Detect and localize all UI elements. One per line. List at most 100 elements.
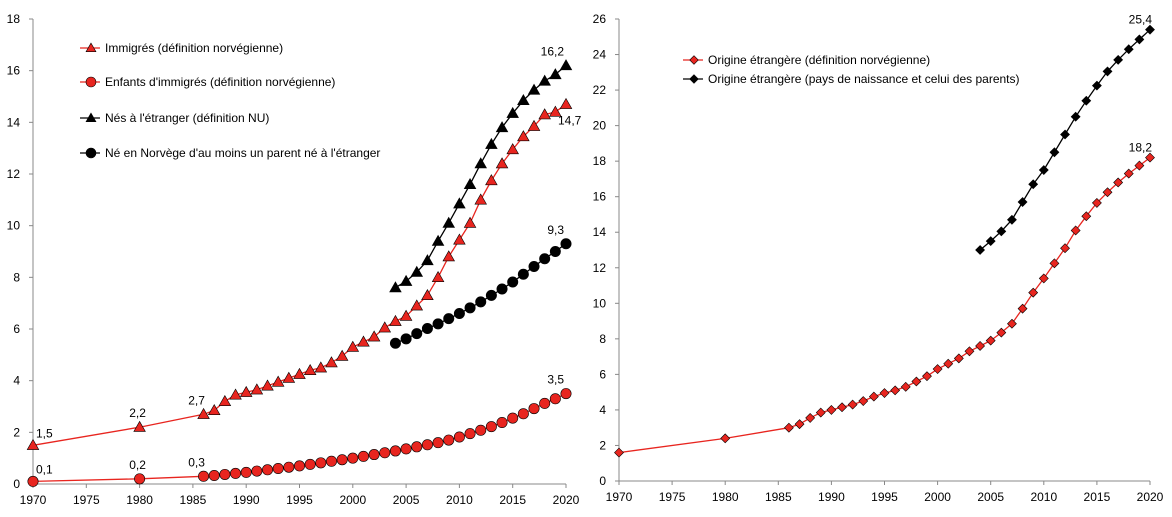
x-tick-label: 1970 (606, 490, 633, 504)
data-point (219, 468, 231, 480)
data-point (1028, 179, 1039, 190)
data-point (539, 253, 551, 265)
y-tick-label: 16 (7, 64, 21, 78)
data-point (1049, 258, 1060, 269)
data-label: 0,1 (36, 462, 53, 476)
legend-label: Origine étrangère (définition norvégienn… (708, 53, 930, 67)
data-point (985, 335, 996, 346)
data-point (560, 238, 572, 250)
data-label: 2,7 (188, 393, 205, 407)
data-point (357, 450, 369, 462)
data-point (463, 216, 477, 228)
data-point (1113, 54, 1124, 65)
data-point (1017, 303, 1028, 314)
x-tick-label: 1975 (659, 490, 686, 504)
data-point (272, 462, 284, 474)
y-tick-label: 14 (7, 115, 21, 129)
data-point (1102, 187, 1113, 198)
data-point (410, 265, 424, 277)
data-point (431, 270, 445, 282)
data-point (464, 428, 476, 440)
y-tick-label: 0 (13, 477, 20, 491)
y-tick-label: 10 (7, 219, 21, 233)
data-point (517, 130, 530, 142)
x-tick-label: 2010 (1030, 490, 1057, 504)
y-tick-label: 2 (599, 438, 606, 452)
y-tick-label: 4 (13, 374, 20, 388)
data-point (549, 393, 561, 405)
legend-label: Nés à l'étranger (définition NU) (105, 111, 269, 125)
data-point (1134, 34, 1145, 45)
data-point (421, 322, 433, 334)
data-label: 0,3 (188, 455, 205, 469)
x-tick-label: 2000 (339, 493, 366, 507)
data-point (868, 391, 879, 402)
data-point (720, 433, 731, 444)
data-point (932, 364, 943, 374)
data-point (442, 250, 456, 262)
data-point (975, 245, 986, 255)
data-point (230, 467, 242, 479)
data-point (549, 105, 562, 117)
series-1-4: 9,3 (389, 223, 572, 349)
data-point (208, 469, 220, 481)
data-point (389, 337, 401, 349)
data-point (251, 465, 263, 477)
data-point (304, 458, 316, 470)
data-point (1123, 44, 1134, 55)
data-point (485, 174, 498, 186)
legend-marker (85, 76, 97, 88)
data-point (890, 385, 901, 396)
data-point (453, 431, 465, 443)
data-point (240, 466, 252, 478)
x-tick-label: 1990 (818, 490, 845, 504)
y-tick-label: 20 (593, 119, 607, 133)
y-tick-label: 26 (593, 12, 607, 26)
data-point (464, 302, 476, 314)
data-point (314, 361, 328, 373)
y-tick-label: 4 (599, 403, 606, 417)
x-tick-label: 2020 (553, 493, 580, 507)
legend-marker (689, 55, 699, 65)
data-label: 1,5 (36, 426, 53, 440)
data-point (134, 473, 146, 485)
data-point (347, 452, 359, 464)
data-point (507, 276, 519, 288)
data-point (475, 424, 487, 436)
data-point (879, 388, 890, 398)
data-point (485, 289, 497, 301)
data-point (346, 340, 360, 352)
data-point (400, 443, 412, 455)
data-point (474, 157, 487, 169)
data-point (506, 106, 519, 118)
data-point (357, 335, 370, 347)
data-point (1145, 24, 1155, 35)
data-point (559, 97, 573, 109)
data-point (1091, 197, 1102, 208)
data-point (1070, 111, 1081, 122)
data-point (1038, 165, 1049, 175)
data-point (911, 376, 922, 387)
data-point (293, 367, 306, 379)
data-point (399, 309, 413, 321)
data-label: 16,2 (541, 45, 565, 59)
series-2-2: 25,4 (975, 13, 1155, 255)
data-point (506, 143, 519, 155)
data-point (207, 404, 221, 415)
data-point (975, 341, 986, 351)
data-point (400, 333, 412, 345)
series-2-1: 18,2 (614, 141, 1155, 458)
data-point (507, 412, 519, 424)
data-point (133, 420, 146, 432)
data-point (421, 439, 433, 451)
data-point (325, 455, 337, 467)
data-point (368, 449, 380, 461)
series-line (979, 29, 1151, 251)
data-point (443, 434, 455, 446)
data-label: 18,2 (1129, 141, 1153, 155)
data-point (379, 447, 391, 459)
data-point (539, 397, 551, 409)
x-tick-label: 1970 (20, 493, 47, 507)
data-point (474, 193, 487, 205)
